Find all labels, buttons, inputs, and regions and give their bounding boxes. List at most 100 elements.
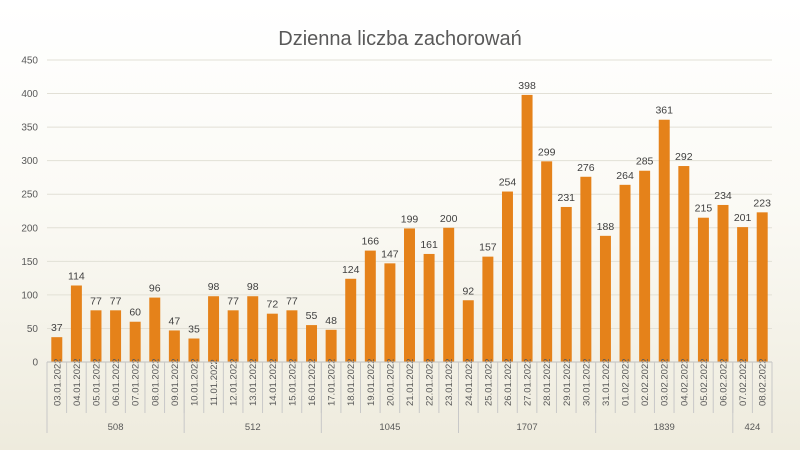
- x-tick-label: 18.01.2022: [346, 358, 357, 406]
- x-tick-label: 06.01.2022: [111, 358, 122, 406]
- data-label: 92: [462, 285, 474, 297]
- bar: [541, 161, 553, 362]
- data-label: 188: [597, 221, 615, 233]
- x-tick-label: 07.02.2022: [738, 358, 749, 406]
- x-tick-label: 12.01.2022: [229, 358, 240, 406]
- bar: [423, 253, 435, 362]
- x-tick-label: 30.01.2022: [581, 358, 592, 406]
- data-label: 47: [169, 315, 181, 327]
- bar: [90, 310, 102, 362]
- bar: [599, 235, 611, 362]
- y-tick-label: 400: [21, 89, 38, 100]
- bar: [678, 166, 690, 362]
- x-tick-label: 02.02.2022: [640, 358, 651, 406]
- y-tick-label: 50: [27, 324, 39, 335]
- data-label: 98: [247, 281, 259, 293]
- x-tick-label: 17.01.2022: [327, 358, 338, 406]
- x-tick-label: 24.01.2022: [464, 358, 475, 406]
- x-tick-label: 29.01.2022: [562, 358, 573, 406]
- x-tick-label: 11.01.2022: [209, 359, 220, 406]
- y-tick-label: 150: [21, 257, 38, 268]
- x-tick-label: 19.01.2022: [366, 358, 377, 406]
- x-tick-label: 13.01.2022: [248, 358, 259, 406]
- bar: [188, 338, 200, 362]
- data-label: 60: [129, 307, 141, 319]
- data-label: 215: [695, 203, 713, 215]
- group-label: 512: [245, 422, 261, 433]
- data-label: 77: [90, 295, 102, 307]
- data-label: 254: [499, 177, 517, 189]
- bar: [266, 313, 278, 362]
- bar: [717, 204, 729, 362]
- bar: [306, 325, 318, 362]
- bar: [149, 297, 161, 362]
- y-tick-label: 0: [32, 358, 38, 369]
- data-label: 124: [342, 264, 360, 276]
- x-tick-label: 21.01.2022: [405, 358, 416, 406]
- data-label: 264: [616, 170, 634, 182]
- group-label: 508: [108, 422, 124, 433]
- bar: [51, 337, 63, 362]
- x-tick-label: 07.01.2022: [131, 358, 142, 406]
- bar: [658, 119, 670, 363]
- bar: [521, 94, 533, 363]
- y-tick-label: 300: [21, 156, 38, 167]
- x-tick-label: 25.01.2022: [483, 358, 494, 406]
- bar: [325, 329, 337, 362]
- x-tick-label: 04.02.2022: [679, 358, 690, 406]
- data-label: 157: [479, 242, 497, 254]
- data-label: 96: [149, 283, 161, 295]
- x-tick-label: 03.01.2022: [52, 358, 63, 406]
- bar: [384, 263, 396, 362]
- data-label: 276: [577, 162, 595, 174]
- bar: [443, 227, 455, 362]
- data-label: 223: [753, 197, 771, 209]
- bar: [639, 170, 651, 362]
- bar: [227, 310, 239, 362]
- y-tick-label: 450: [21, 56, 38, 67]
- x-tick-label: 22.01.2022: [425, 358, 436, 406]
- bar: [560, 206, 572, 362]
- y-tick-label: 100: [21, 290, 38, 301]
- data-label: 114: [68, 270, 85, 282]
- bar: [697, 217, 709, 362]
- x-tick-label: 01.02.2022: [621, 358, 632, 406]
- x-tick-label: 20.01.2022: [385, 358, 396, 406]
- data-label: 48: [325, 315, 337, 327]
- bar: [208, 296, 220, 362]
- data-label: 200: [440, 213, 458, 225]
- bar: [756, 212, 768, 362]
- bar: [168, 330, 180, 362]
- x-tick-label: 23.01.2022: [444, 358, 455, 406]
- x-tick-label: 04.01.2022: [72, 358, 83, 406]
- bar: [247, 296, 259, 362]
- data-label: 199: [401, 213, 419, 225]
- data-label: 37: [51, 322, 63, 334]
- bar: [619, 184, 631, 362]
- data-label: 201: [734, 212, 752, 224]
- x-tick-label: 16.01.2022: [307, 358, 318, 406]
- x-tick-label: 27.01.2022: [523, 358, 534, 406]
- bar: [501, 191, 513, 362]
- x-tick-label: 26.01.2022: [503, 358, 514, 406]
- x-tick-label: 06.02.2022: [719, 358, 730, 406]
- x-tick-label: 09.01.2022: [170, 358, 181, 406]
- group-label: 1707: [516, 422, 537, 433]
- bar: [737, 227, 749, 362]
- data-label: 72: [266, 299, 278, 311]
- bar: [286, 310, 298, 362]
- x-tick-label: 08.02.2022: [758, 358, 769, 406]
- x-tick-label: 15.01.2022: [287, 358, 298, 406]
- bar: [482, 256, 494, 362]
- data-label: 35: [188, 324, 200, 336]
- data-label: 98: [208, 281, 220, 293]
- bar: [70, 285, 82, 362]
- data-label: 77: [110, 295, 122, 307]
- x-tick-label: 03.02.2022: [660, 358, 671, 406]
- data-label: 77: [227, 295, 239, 307]
- bar: [364, 250, 376, 362]
- data-label: 285: [636, 156, 654, 168]
- bar: [110, 310, 122, 362]
- data-label: 147: [381, 248, 399, 260]
